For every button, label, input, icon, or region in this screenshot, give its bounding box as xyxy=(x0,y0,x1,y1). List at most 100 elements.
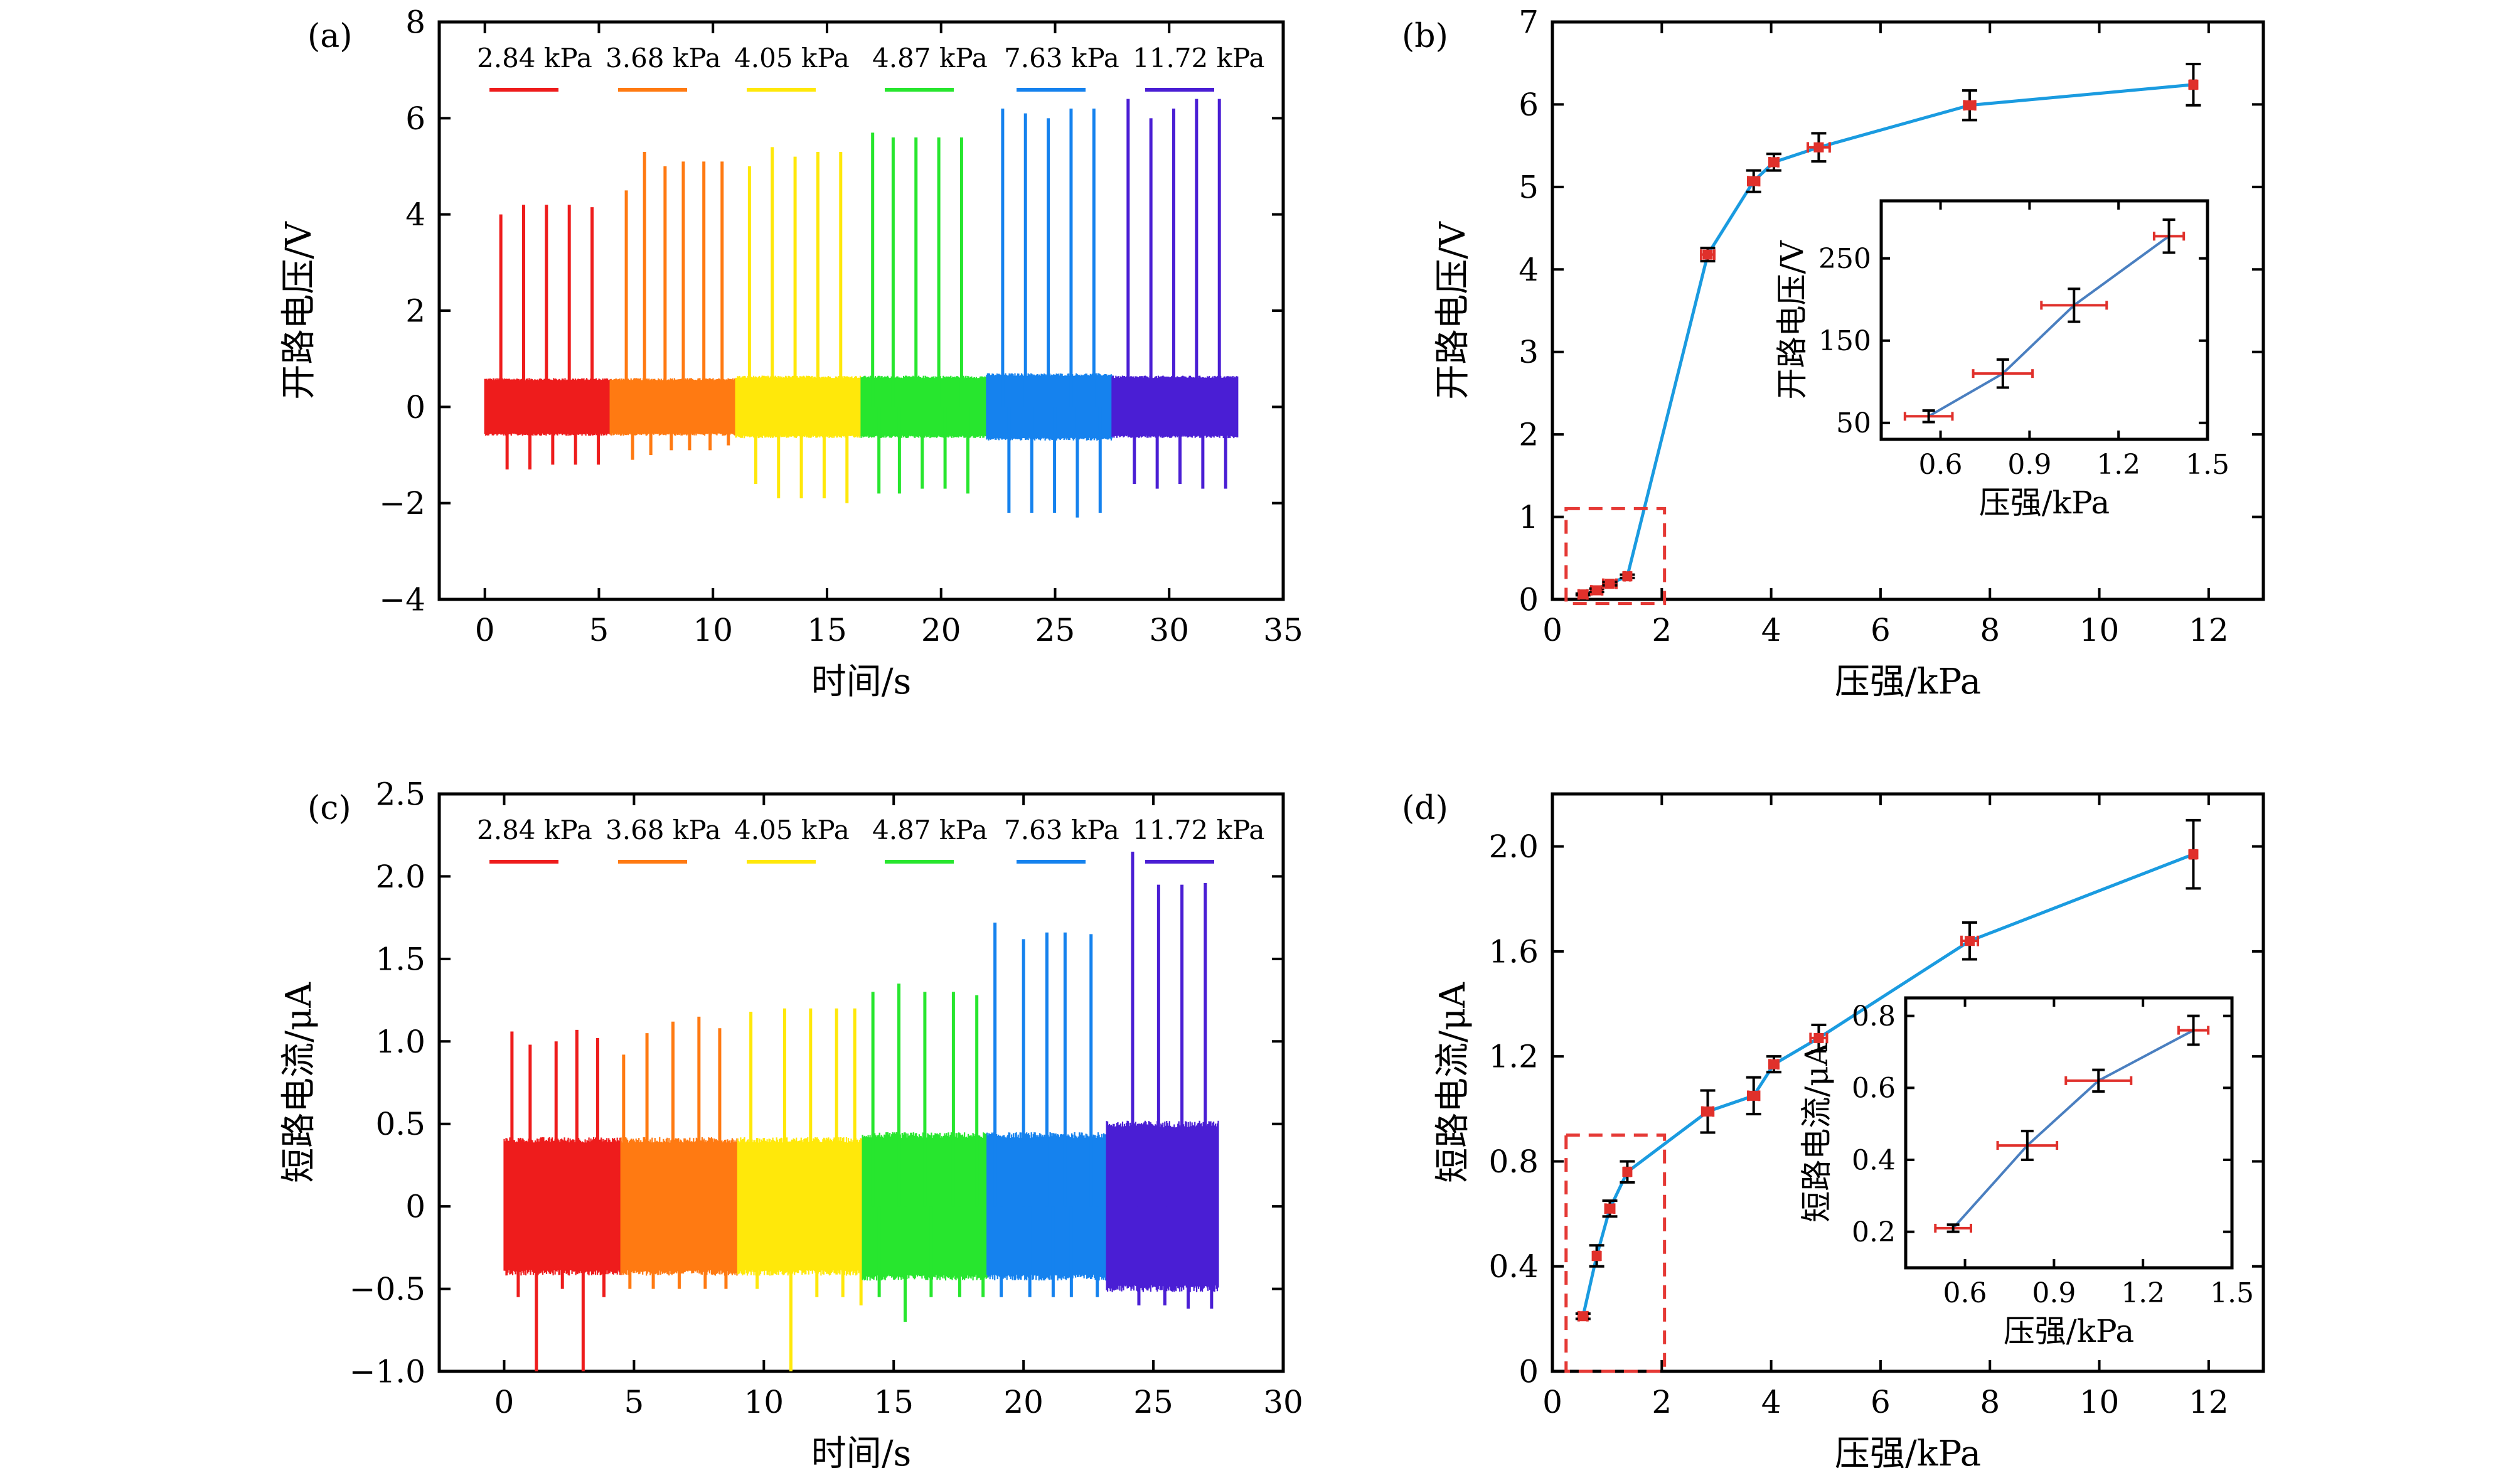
data-point xyxy=(1604,579,1615,589)
y-tick-label: 4 xyxy=(405,196,425,233)
series-noise-1 xyxy=(609,378,737,436)
x-tick-label: 20 xyxy=(1003,1384,1044,1420)
data-point xyxy=(1964,100,1975,110)
x-tick-label: 0 xyxy=(1542,1384,1562,1420)
legend-label: 4.87 kPa xyxy=(872,43,988,73)
y-tick-label: 2.0 xyxy=(1488,828,1539,865)
y-tick-label: 2 xyxy=(405,293,425,329)
x-axis-label: 压强/kPa xyxy=(1835,662,1981,702)
x-tick-label: 0 xyxy=(1542,612,1562,648)
x-tick-label: 6 xyxy=(1871,1384,1891,1420)
inset-series-line xyxy=(1928,235,2170,418)
plot-frame xyxy=(1551,20,2265,601)
legend-label: 4.05 kPa xyxy=(734,43,850,73)
inset-y-axis-label: 开路电压/V xyxy=(1774,240,1810,400)
x-tick-label: 1.2 xyxy=(2121,1277,2165,1309)
y-axis-label: 短路电流/μA xyxy=(1433,982,1473,1183)
y-tick-label: 0 xyxy=(1519,582,1539,618)
panel-label: (c) xyxy=(307,790,351,827)
y-tick-label: 8 xyxy=(405,4,425,41)
data-point xyxy=(1748,176,1759,186)
panel-label: (a) xyxy=(307,18,353,55)
x-tick-label: 30 xyxy=(1263,1384,1303,1420)
zoom-box xyxy=(1564,506,1667,606)
x-tick-label: 0.9 xyxy=(2007,449,2051,481)
x-tick-label: 12 xyxy=(2189,612,2229,648)
data-point xyxy=(1813,142,1824,153)
data-point xyxy=(1591,1251,1602,1261)
zoom-box xyxy=(1564,1133,1667,1373)
x-tick-label: 2 xyxy=(1652,612,1672,648)
y-tick-label: −1.0 xyxy=(350,1354,425,1390)
y-tick-label: 2.5 xyxy=(375,776,425,813)
inset-x-axis-label: 压强/kPa xyxy=(2004,1313,2134,1349)
y-tick-label: 1.6 xyxy=(1488,933,1539,970)
legend-label: 2.84 kPa xyxy=(477,43,592,73)
legend-label: 2.84 kPa xyxy=(477,815,592,845)
data-point xyxy=(1748,1090,1759,1101)
y-tick-label: 5 xyxy=(1519,169,1539,205)
y-tick-label: 1.2 xyxy=(1488,1039,1539,1075)
y-tick-label: 0 xyxy=(405,1189,425,1225)
y-tick-label: −2 xyxy=(379,485,425,522)
x-tick-label: 10 xyxy=(693,612,733,648)
x-tick-label: 12 xyxy=(2189,1384,2229,1420)
legend-label: 3.68 kPa xyxy=(606,43,721,73)
series-noise-3 xyxy=(860,375,988,439)
x-tick-label: 25 xyxy=(1035,612,1076,648)
y-tick-label: 2 xyxy=(1519,417,1539,453)
inset-series-line xyxy=(1952,1029,2194,1230)
x-tick-label: 1.5 xyxy=(2210,1277,2254,1309)
data-point xyxy=(2188,79,2199,90)
panel-a: 0 5 10 15 20 25 30 35 −4 −2 0 2 4 6 8 2.84 kPa 3.68 kPa 4… xyxy=(279,4,1303,703)
x-tick-label: 4 xyxy=(1761,612,1781,648)
data-point xyxy=(1813,1032,1824,1043)
data-point xyxy=(1702,249,1713,260)
data-point xyxy=(1578,1311,1588,1322)
x-tick-label: 15 xyxy=(873,1384,914,1420)
x-tick-label: 0 xyxy=(494,1384,515,1420)
x-tick-label: 1.2 xyxy=(2096,449,2140,481)
x-tick-label: 4 xyxy=(1761,1384,1781,1420)
x-tick-label: 0.9 xyxy=(2032,1277,2076,1309)
y-tick-label: 0 xyxy=(1519,1354,1539,1390)
data-point xyxy=(1768,1059,1779,1069)
data-point xyxy=(1768,157,1779,168)
data-point xyxy=(1964,936,1975,946)
x-tick-label: 15 xyxy=(807,612,847,648)
x-axis-label: 压强/kPa xyxy=(1835,1433,1981,1468)
y-tick-label: 0.6 xyxy=(1852,1073,1896,1105)
y-axis-label: 开路电压/V xyxy=(279,221,319,400)
x-tick-label: 25 xyxy=(1133,1384,1173,1420)
y-tick-label: 50 xyxy=(1836,407,1871,439)
x-tick-label: 0.6 xyxy=(1919,449,1963,481)
data-point xyxy=(1578,589,1588,600)
inset-background xyxy=(1906,998,2232,1268)
x-tick-label: 6 xyxy=(1871,612,1891,648)
x-tick-label: 8 xyxy=(1980,612,2000,648)
y-tick-label: 0.8 xyxy=(1852,1000,1896,1032)
inset-y-axis-label: 短路电流/μA xyxy=(1798,1042,1835,1222)
y-tick-label: 0.4 xyxy=(1488,1248,1539,1285)
y-tick-label: 2.0 xyxy=(375,859,425,895)
x-tick-label: 5 xyxy=(589,612,609,648)
plot-frame xyxy=(437,792,1285,1373)
x-tick-label: 10 xyxy=(2080,1384,2120,1420)
y-tick-label: −0.5 xyxy=(350,1271,425,1307)
plot-frame xyxy=(1879,199,2209,441)
y-tick-label: 1 xyxy=(1519,499,1539,535)
x-tick-label: 0.6 xyxy=(1943,1277,1987,1309)
legend-label: 7.63 kPa xyxy=(1004,815,1119,845)
x-tick-label: 30 xyxy=(1149,612,1189,648)
plot-frame xyxy=(1904,996,2234,1270)
x-axis-label: 时间/s xyxy=(811,662,912,702)
y-tick-label: −4 xyxy=(379,582,425,618)
y-tick-label: 0.5 xyxy=(375,1106,425,1142)
data-point xyxy=(1702,1106,1713,1117)
legend-label: 11.72 kPa xyxy=(1133,815,1264,845)
x-tick-label: 2 xyxy=(1652,1384,1672,1420)
series-line xyxy=(1581,852,2194,1317)
y-axis-label: 开路电压/V xyxy=(1433,221,1473,400)
y-tick-label: 0.8 xyxy=(1488,1144,1539,1180)
x-tick-label: 5 xyxy=(624,1384,644,1420)
